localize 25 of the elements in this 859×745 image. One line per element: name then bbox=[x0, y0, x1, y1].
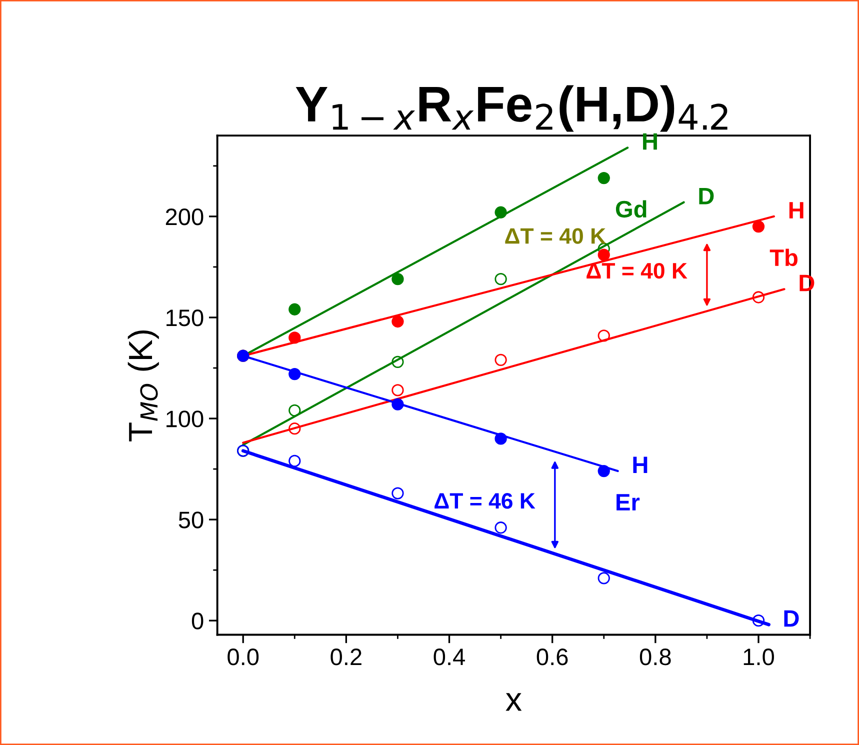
x-tick-label: 0.0 bbox=[228, 648, 259, 666]
x-tick-label: 0.4 bbox=[434, 648, 465, 666]
y-tick-label: 0 bbox=[192, 612, 204, 630]
y-tick-label: 50 bbox=[178, 512, 204, 528]
annotation: ΔT = 40 K bbox=[505, 228, 606, 244]
x-tick-label: 0.2 bbox=[330, 648, 362, 666]
x-axis-title: x bbox=[506, 693, 522, 711]
chart-title: Y$_{1−x}$R$_{x}$Fe$_{2}$(H,D)$_{4.2}$ bbox=[296, 85, 728, 132]
y-axis-title: T$_{MO}$ (K) bbox=[128, 330, 159, 442]
y-tick-label: 200 bbox=[166, 208, 204, 226]
series-label: Gd bbox=[616, 200, 646, 218]
series-label: H bbox=[633, 456, 648, 473]
series-label: Tb bbox=[770, 248, 798, 266]
series-label: D bbox=[699, 188, 714, 204]
x-tick-label: 1.0 bbox=[744, 648, 774, 666]
series-label: Er bbox=[616, 494, 640, 510]
annotation: ΔT = 46 K bbox=[434, 493, 536, 509]
annotation: ΔT = 40 K bbox=[586, 262, 688, 279]
x-tick-label: 0.6 bbox=[536, 648, 568, 666]
y-tick-label: 100 bbox=[166, 410, 204, 428]
series-label: H bbox=[789, 202, 804, 218]
y-tick-label: 150 bbox=[166, 310, 204, 326]
series-label: D bbox=[784, 610, 799, 627]
series-label: H bbox=[643, 133, 657, 150]
x-tick-label: 0.8 bbox=[640, 648, 671, 666]
